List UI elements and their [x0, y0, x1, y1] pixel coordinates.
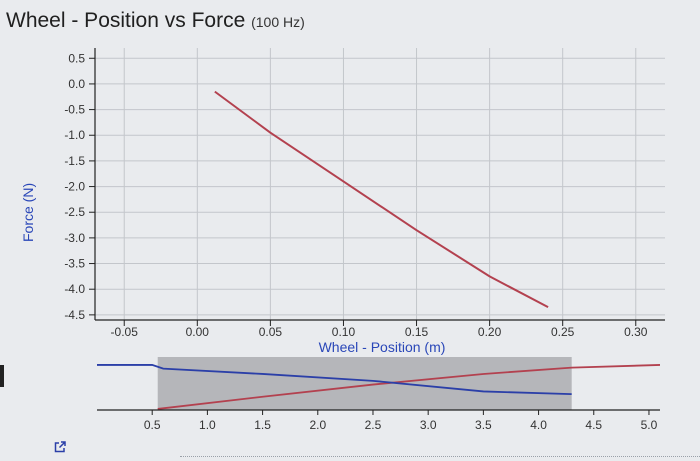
x-tick-label: 0.10	[332, 325, 356, 339]
x-tick-label: 0.05	[259, 325, 283, 339]
x-tick-label: 0.00	[186, 325, 210, 339]
x-tick-label: 0.20	[478, 325, 502, 339]
y-tick-label: -4.0	[64, 282, 85, 296]
x-tick-label: 0.15	[405, 325, 429, 339]
overview-tick-label: 3.0	[420, 418, 437, 432]
overview-series-line	[97, 364, 572, 395]
chart-title-main: Wheel - Position vs Force	[6, 9, 246, 32]
overview-tick-label: 2.5	[365, 418, 382, 432]
y-tick-label: -4.5	[64, 308, 85, 322]
overview-axis: 0.5 1.0 1.5 2.0 2.5 3.0 3.5 4.0 4.5 5.0	[97, 409, 660, 432]
y-tick-label: 0.0	[68, 77, 85, 91]
overview-tick-label: 5.0	[641, 418, 658, 432]
y-tick-label: -3.5	[64, 257, 85, 271]
overview-tick-label: 4.5	[585, 418, 602, 432]
overview-tick-label: 3.5	[475, 418, 492, 432]
y-tick-label: -0.5	[64, 103, 85, 117]
left-edge-marker	[0, 365, 4, 387]
chart-title: Wheel - Position vs Force (100 Hz)	[6, 9, 305, 33]
y-tick-label: -1.5	[64, 154, 85, 168]
overview-series	[97, 364, 661, 410]
y-tick-label: 0.5	[68, 51, 85, 65]
x-tick-label: 0.30	[624, 325, 648, 339]
tick-labels: 0.5 0.0 -0.5 -1.0 -1.5 -2.0 -2.5 -3.0 -3.5 -4.0 -4…	[64, 51, 647, 339]
overview-tick-label: 4.0	[530, 418, 547, 432]
share-icon[interactable]	[53, 440, 67, 454]
y-tick-label: -1.0	[64, 128, 85, 142]
series	[214, 90, 549, 309]
y-tick-label: -3.0	[64, 231, 85, 245]
y-tick-label: -2.5	[64, 205, 85, 219]
x-tick-label: -0.05	[111, 325, 139, 339]
overview-series-line	[157, 364, 661, 410]
axes	[89, 48, 665, 326]
y-tick-label: -2.0	[64, 180, 85, 194]
grid	[95, 48, 665, 320]
chart-title-rate: (100 Hz)	[251, 14, 305, 30]
overview-tick-label: 0.5	[144, 418, 161, 432]
overview-tick-label: 1.5	[254, 418, 271, 432]
overview-tick-label: 2.0	[309, 418, 326, 432]
series-line	[214, 90, 549, 309]
x-axis-label: Wheel - Position (m)	[319, 339, 446, 355]
x-tick-label: 0.25	[551, 325, 575, 339]
footer-divider	[180, 456, 700, 457]
overview-tick-label: 1.0	[199, 418, 216, 432]
